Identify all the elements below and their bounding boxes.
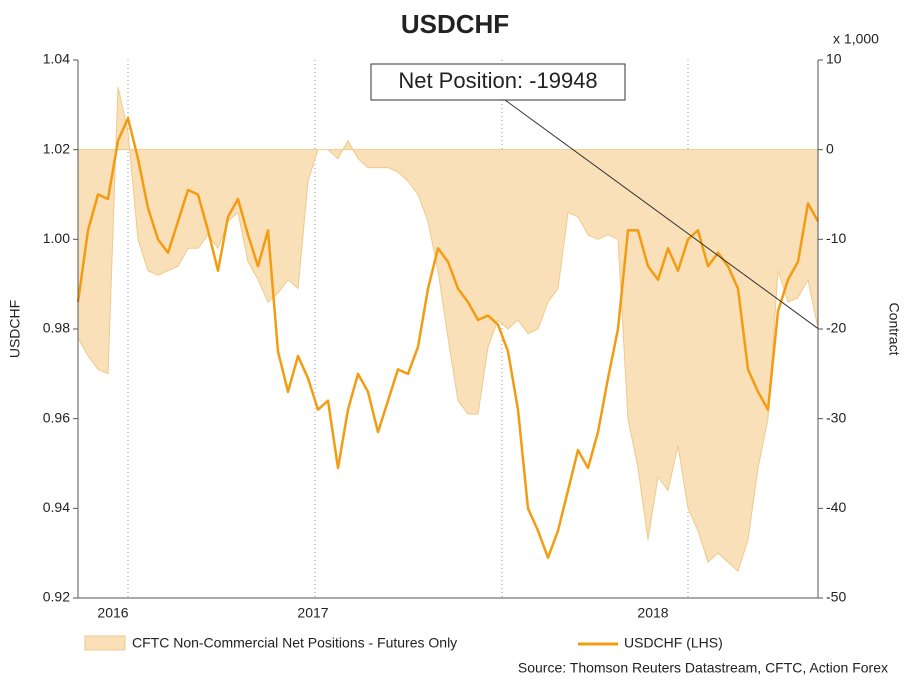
y-tick-label: 1.04 [43,51,70,67]
annotation: Net Position: -19948 [398,68,597,93]
y2-tick-label: 0 [826,140,834,156]
legend-label: USDCHF (LHS) [624,635,723,651]
y2-unit: x 1,000 [833,31,879,47]
y-tick-label: 1.02 [43,140,70,156]
y2-axis-title: Contract [886,303,902,356]
y2-tick-label: -30 [826,409,846,425]
y2-tick-label: -20 [826,320,846,336]
y2-tick-label: -50 [826,589,846,605]
chart-title: USDCHF [401,9,509,39]
annotation-box [370,63,626,101]
y2-tick-label: 10 [826,51,842,67]
y-axis-title: USDCHF [7,300,23,358]
legend-swatch [84,635,126,651]
area [77,86,819,572]
y2-tick-label: -40 [826,499,846,515]
x-tick-label: 2017 [297,605,328,621]
y-tick-label: 0.92 [43,589,70,605]
line [76,117,820,559]
legend-label: CFTC Non-Commercial Net Positions - Futu… [132,635,457,651]
plot-area [76,86,820,572]
y-tick-label: 0.98 [43,320,70,336]
y-tick-label: 0.94 [43,499,70,515]
source: Source: Thomson Reuters Datastream, CFTC… [518,660,888,676]
y-tick-label: 0.96 [43,409,70,425]
y2-tick-label: -10 [826,230,846,246]
x-tick-label: 2018 [637,605,668,621]
annotation-pointer [504,99,819,329]
x-tick-label: 2016 [97,605,128,621]
y-tick-label: 1.00 [43,230,70,246]
